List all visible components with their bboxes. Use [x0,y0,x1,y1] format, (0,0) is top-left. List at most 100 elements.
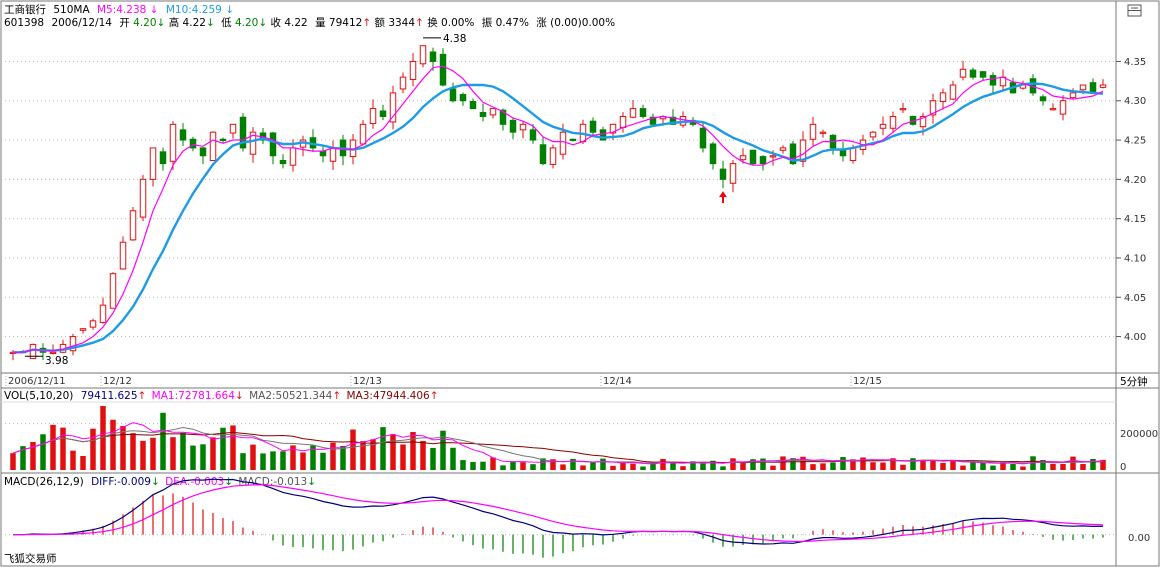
volume-tick-200000: 200000 [1120,429,1158,440]
candle-up [629,108,637,118]
candle-up [119,241,127,270]
candle-up [519,123,527,131]
volume-bar [500,465,506,470]
volume-bar [990,465,996,470]
volume-bar [180,432,186,470]
volume-bar [370,439,376,470]
candle-down [669,116,677,125]
volume-bar [400,444,406,470]
volume-bar [860,457,866,470]
volume-bar [660,458,666,470]
volume-tick-0: 0 [1120,462,1126,473]
volume-bar [890,458,896,470]
candle-up [949,84,957,100]
candle-up [849,147,857,161]
candle-up [819,131,827,134]
volume-bar [490,457,496,470]
candle-up [369,108,377,125]
candle-down [269,132,277,157]
volume-bar [650,461,656,470]
volume-bar [1080,464,1086,470]
volume-bar [150,437,156,470]
candle-up [409,60,417,81]
volume-bar [510,461,516,470]
candle-up [609,123,617,134]
volume-bar [610,465,616,470]
volume-bar [1090,458,1096,470]
candle-down [569,138,577,141]
candle-up [619,115,627,128]
volume-bar [330,442,336,470]
candle-down [319,150,327,157]
candle-up [229,123,237,134]
candle-down [789,143,797,165]
candle-down [1039,96,1047,102]
volume-bar [410,432,416,470]
price-tick-label: 4.35 [1124,57,1146,68]
candle-up [729,163,737,184]
volume-bar [120,425,126,470]
candle-up [69,336,77,352]
candle-down [989,75,997,86]
period-label[interactable]: 5分钟 [1120,375,1148,388]
volume-bar [530,464,536,470]
m10-value: M10:4.259 [166,4,222,16]
macd-tick-zero: 0.00 [1128,533,1150,544]
volume-bars [10,406,1106,470]
volume-bar [1060,464,1066,470]
volume-title-line: VOL(5,10,20) 79411.625↑ MA1:72781.664↓ M… [4,390,439,402]
volume-bar [20,446,26,470]
volume-bar [540,458,546,470]
candle-up [419,45,427,65]
candle-down [589,120,597,133]
volume-bar [830,462,836,470]
candle-down [749,149,757,165]
candle-down [839,149,847,157]
candle-up [389,92,397,123]
candle-down [479,112,487,117]
m5-arrow: ↓ [150,4,159,16]
volume-bar [190,445,196,470]
volume-bar [350,429,356,470]
volume-bar [730,458,736,470]
volume-bar [640,466,646,470]
volume-bar [310,445,316,470]
price-tick-label: 4.25 [1124,136,1146,147]
volume-bar [930,460,936,470]
volume-bar [130,433,136,470]
candle-up [489,108,497,116]
layout-toggle-icon[interactable] [1127,4,1142,17]
candle-down [709,143,717,165]
volume-bar [1020,466,1026,470]
volume-bar [290,445,296,470]
volume-bar [710,460,716,470]
volume-bar [630,463,636,470]
volume-bar [950,459,956,470]
candle-down [529,129,537,141]
candle-up [109,273,117,309]
low-annotation: 3.98 [45,355,68,367]
volume-bar [700,461,706,470]
volume-bar [770,465,776,470]
candle-up [1059,100,1067,115]
price-tick-label: 4.05 [1124,293,1146,304]
volume-bar [170,437,176,470]
candle-up [889,115,897,129]
volume-bar [620,462,626,470]
volume-bar [1070,456,1076,470]
volume-bar [420,440,426,470]
x-tick-label: 12/15 [853,376,882,387]
volume-bar [980,462,986,470]
volume-bar [210,437,216,470]
candle-down [759,156,767,165]
volume-bar [250,444,256,470]
volume-bar [1100,459,1106,470]
candle-down [199,147,207,157]
candle-up [359,123,367,145]
candle-down [719,168,727,180]
price-axis: 4.00 4.05 4.10 4.15 4.20 4.25 4.30 4.35 [1116,57,1146,343]
volume-bar [140,440,146,470]
volume-bar [720,466,726,470]
